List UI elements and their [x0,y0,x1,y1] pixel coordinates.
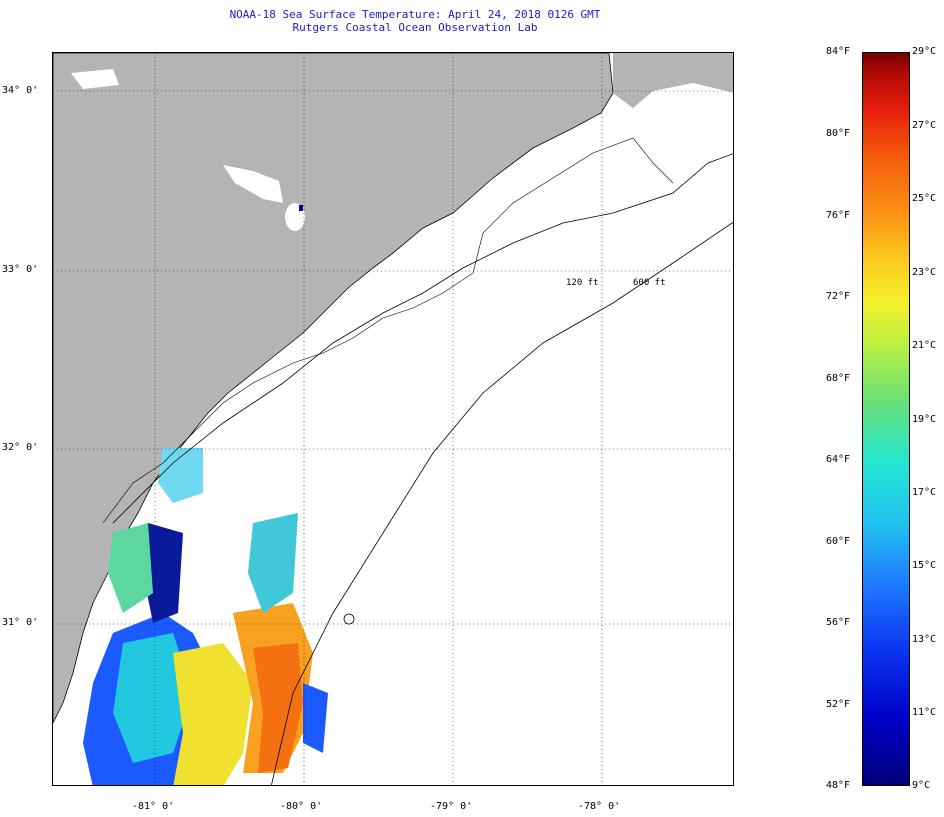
sst-patch-darkorange [253,643,303,773]
colorbar-label-c: 17°C [912,487,937,498]
colorbar-label-f: 52°F [826,699,851,710]
isobath-label: 600 ft [633,278,666,288]
colorbar-label-f: 48°F [826,780,851,791]
lat-label: 31° 0' [2,617,39,628]
cloud-patch [299,205,303,211]
sst-map: 120 ft 600 ft [52,52,734,786]
colorbar-label-c: 23°C [912,267,937,278]
sst-patch-cyan [248,513,298,613]
lat-label: 33° 0' [2,264,39,275]
colorbar-label-c: 19°C [912,414,937,425]
colorbar-label-f: 64°F [826,454,851,465]
cloud-patch [223,165,283,203]
colorbar-label-c: 13°C [912,634,937,645]
colorbar-label-c: 27°C [912,120,937,131]
isobath-600ft [271,221,733,785]
sst-patch-blue [303,683,328,753]
colorbar-label-f: 72°F [826,291,851,302]
colorbar-label-c: 9°C [912,780,931,791]
map-title: NOAA-18 Sea Surface Temperature: April 2… [229,8,601,21]
colorbar-label-f: 84°F [826,46,851,57]
lon-label: -80° 0' [280,801,323,812]
sst-patch-green [108,523,153,613]
colorbar-label-c: 29°C [912,46,937,57]
sst-patch-cyan [113,633,193,763]
sst-patch-yellow [173,643,253,785]
sst-map-canvas: 120 ft 600 ft [53,53,733,785]
colorbar-label-f: 76°F [826,210,851,221]
colorbar-label-c: 11°C [912,707,937,718]
map-marker [343,613,355,625]
colorbar-label-f: 68°F [826,373,851,384]
sst-patch-darkblue [143,523,183,623]
colorbar-label-f: 56°F [826,617,851,628]
lon-label: -79° 0' [430,801,473,812]
colorbar-label-c: 21°C [912,340,937,351]
map-subtitle: Rutgers Coastal Ocean Observation Lab [292,21,538,34]
colorbar-label-f: 60°F [826,536,851,547]
sst-patch-cyan [158,448,203,503]
coastline-inner [102,137,674,524]
colorbar-label-f: 80°F [826,128,851,139]
lon-label: -81° 0' [132,801,175,812]
cloud-patch [71,69,119,89]
land-area [613,53,733,108]
colorbar-label-c: 25°C [912,193,937,204]
lat-label: 34° 0' [2,85,39,96]
isobath-label: 120 ft [566,278,599,288]
land-area [53,53,614,724]
isobath-120ft [112,153,733,524]
lat-label: 32° 0' [2,442,39,453]
graticule [53,53,733,785]
colorbar-label-c: 15°C [912,560,937,571]
lon-label: -78° 0' [578,801,621,812]
temperature-colorbar [862,52,910,786]
